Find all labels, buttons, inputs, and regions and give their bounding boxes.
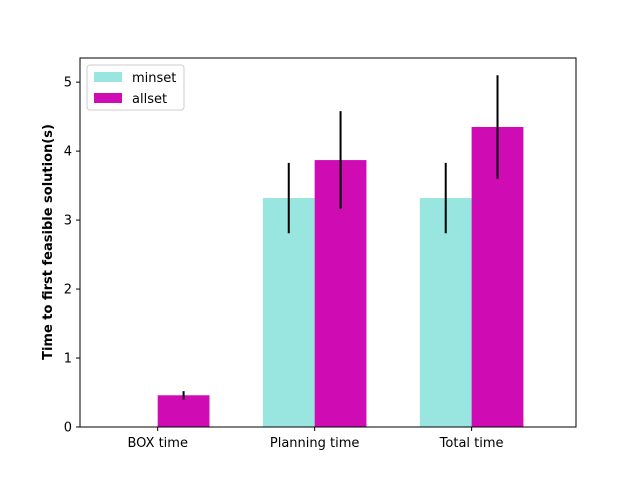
bar-minset-1 — [262, 198, 315, 427]
x-tick-label-1: Planning time — [270, 436, 360, 451]
y-tick-label-1: 1 — [64, 352, 72, 367]
x-tick-label-2: Total time — [439, 436, 504, 451]
y-axis: 0 1 2 3 4 5 — [64, 76, 80, 436]
legend-swatch-minset — [94, 72, 122, 82]
legend-swatch-allset — [94, 93, 122, 103]
y-tick-label-4: 4 — [64, 145, 72, 160]
y-tick-label-2: 2 — [64, 283, 72, 298]
legend-label-allset: allset — [132, 92, 167, 107]
bar-allset-0 — [157, 395, 210, 427]
error-bars-layer — [182, 75, 499, 400]
plot-frame — [79, 57, 577, 428]
bar-minset-2 — [419, 198, 472, 427]
x-axis: BOX time Planning time Total time — [127, 427, 504, 451]
y-tick-label-5: 5 — [64, 76, 72, 91]
y-tick-label-3: 3 — [64, 214, 72, 229]
legend-label-minset: minset — [132, 71, 176, 86]
legend: minset allset — [86, 64, 185, 111]
y-axis-label: Time to first feasible solution(s) — [41, 124, 56, 360]
y-tick-label-0: 0 — [64, 421, 72, 436]
x-tick-label-0: BOX time — [127, 436, 188, 451]
